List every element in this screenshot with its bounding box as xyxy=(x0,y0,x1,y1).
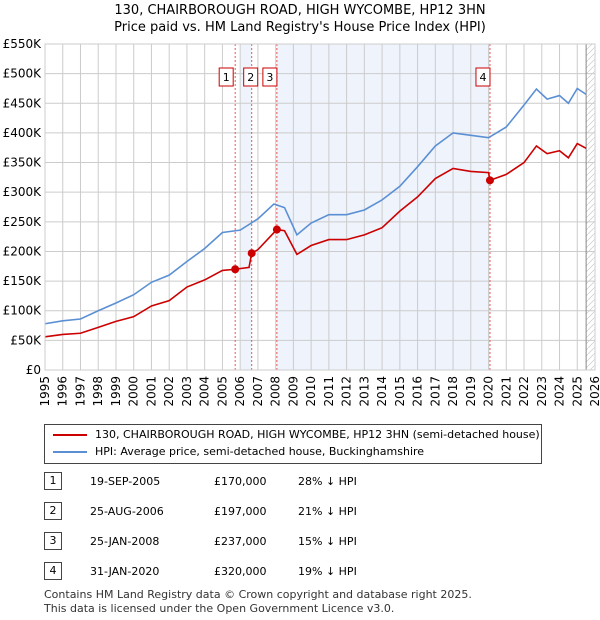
sale-marker-box xyxy=(243,67,259,87)
y-tick-label: £50K xyxy=(10,333,42,347)
legend-label: HPI: Average price, semi-detached house,… xyxy=(95,445,425,458)
x-tick-label: 2019 xyxy=(464,376,478,407)
price-chart: £0 £50K £100K £150K £200K £250K £300K £350K £400… xyxy=(3,37,600,407)
x-tick-label: 2014 xyxy=(375,376,389,407)
footer-line: Contains HM Land Registry data © Crown c… xyxy=(44,588,472,601)
subtitle-line: Price paid vs. HM Land Registry's House … xyxy=(114,20,486,35)
x-tick-label: 2004 xyxy=(198,376,212,407)
sale-number: 1 xyxy=(44,472,62,490)
x-tick-label: 2026 xyxy=(588,376,600,407)
y-tick-label: £200K xyxy=(3,244,43,258)
x-tick-label: 2001 xyxy=(144,376,158,407)
x-tick-label: 2006 xyxy=(233,376,247,407)
sale-date: 19-SEP-2005 xyxy=(90,475,161,488)
chart-title: 130, CHAIRBOROUGH ROAD, HIGH WYCOMBE, HP… xyxy=(0,2,600,36)
sale-point xyxy=(247,249,256,258)
x-tick-label: 2016 xyxy=(411,376,425,407)
y-tick-label: £300K xyxy=(3,185,43,199)
x-tick-label: 1996 xyxy=(56,376,70,407)
x-tick-label: 2013 xyxy=(357,376,371,407)
sale-row: 2 25-AUG-2006 £197,000 21% ↓ HPI xyxy=(44,502,544,522)
sale-point xyxy=(231,265,240,274)
x-tick-label: 2009 xyxy=(286,376,300,407)
sale-price: £237,000 xyxy=(214,535,267,548)
sale-marker-box xyxy=(262,67,278,87)
x-tick-label: 2003 xyxy=(180,376,194,407)
sale-hpi-diff: 28% ↓ HPI xyxy=(298,475,357,488)
x-tick-label: 2005 xyxy=(215,376,229,407)
sale-hpi-diff: 15% ↓ HPI xyxy=(298,535,357,548)
x-tick-label: 2011 xyxy=(322,376,336,407)
y-tick-label: £500K xyxy=(3,67,43,81)
plot-border xyxy=(44,43,596,371)
x-tick-label: 1998 xyxy=(91,376,105,407)
shaded-range xyxy=(240,44,252,370)
y-tick-label: £0 xyxy=(26,363,41,377)
sale-date: 25-JAN-2008 xyxy=(90,535,160,548)
x-tick-label: 2007 xyxy=(251,376,265,407)
x-tick-label: 2010 xyxy=(304,376,318,407)
legend-swatch xyxy=(53,451,87,453)
sale-date: 31-JAN-2020 xyxy=(90,565,160,578)
x-tick-label: 2017 xyxy=(428,376,442,407)
sale-marker-label: 3 xyxy=(266,71,273,84)
series-line xyxy=(44,142,587,338)
sale-marker-box xyxy=(218,67,234,87)
footer-line: This data is licensed under the Open Gov… xyxy=(44,602,395,615)
sale-hpi-diff: 19% ↓ HPI xyxy=(298,565,357,578)
y-tick-label: £150K xyxy=(3,274,43,288)
y-tick-label: £550K xyxy=(3,37,43,51)
title-line: 130, CHAIRBOROUGH ROAD, HIGH WYCOMBE, HP… xyxy=(114,3,486,18)
legend-item-property: 130, CHAIRBOROUGH ROAD, HIGH WYCOMBE, HP… xyxy=(53,428,540,442)
sale-row: 3 25-JAN-2008 £237,000 15% ↓ HPI xyxy=(44,532,544,552)
legend-swatch xyxy=(53,434,87,436)
y-tick-label: £450K xyxy=(3,96,43,110)
x-tick-label: 1999 xyxy=(109,376,123,407)
x-tick-label: 1995 xyxy=(38,376,52,407)
x-tick-label: 2002 xyxy=(162,376,176,407)
sale-price: £320,000 xyxy=(214,565,267,578)
x-tick-label: 2012 xyxy=(340,376,354,407)
sale-point xyxy=(272,225,281,234)
forecast-hatch xyxy=(586,44,595,370)
sale-marker-box xyxy=(475,67,491,87)
x-tick-label: 2025 xyxy=(570,376,584,407)
x-tick-label: 2008 xyxy=(269,376,283,407)
sale-marker-label: 1 xyxy=(223,71,230,84)
shaded-range xyxy=(276,44,490,370)
sale-number: 2 xyxy=(44,502,62,520)
sale-point xyxy=(485,176,494,185)
sale-marker-label: 4 xyxy=(479,71,486,84)
x-tick-label: 2022 xyxy=(517,376,531,407)
footer: Contains HM Land Registry data © Crown c… xyxy=(44,588,472,616)
y-tick-label: £100K xyxy=(3,304,43,318)
x-tick-label: 2021 xyxy=(499,376,513,407)
sale-marker-label: 2 xyxy=(247,71,254,84)
sale-row: 1 19-SEP-2005 £170,000 28% ↓ HPI xyxy=(44,472,544,492)
sale-hpi-diff: 21% ↓ HPI xyxy=(298,505,357,518)
y-tick-label: £250K xyxy=(3,215,43,229)
x-tick-label: 2015 xyxy=(393,376,407,407)
sale-date: 25-AUG-2006 xyxy=(90,505,164,518)
legend: 130, CHAIRBOROUGH ROAD, HIGH WYCOMBE, HP… xyxy=(44,424,542,464)
sale-price: £170,000 xyxy=(214,475,267,488)
x-tick-label: 2020 xyxy=(482,376,496,407)
sale-price: £197,000 xyxy=(214,505,267,518)
series-line xyxy=(44,87,587,325)
x-tick-label: 2000 xyxy=(127,376,141,407)
x-tick-label: 2018 xyxy=(446,376,460,407)
x-tick-label: 2023 xyxy=(535,376,549,407)
y-tick-label: £350K xyxy=(3,156,43,170)
sale-row: 4 31-JAN-2020 £320,000 19% ↓ HPI xyxy=(44,562,544,582)
legend-item-hpi: HPI: Average price, semi-detached house,… xyxy=(53,445,424,459)
x-tick-label: 2024 xyxy=(553,376,567,407)
y-tick-label: £400K xyxy=(3,126,43,140)
legend-label: 130, CHAIRBOROUGH ROAD, HIGH WYCOMBE, HP… xyxy=(95,428,540,441)
sale-number: 3 xyxy=(44,532,62,550)
x-tick-label: 1997 xyxy=(73,376,87,407)
sale-number: 4 xyxy=(44,562,62,580)
